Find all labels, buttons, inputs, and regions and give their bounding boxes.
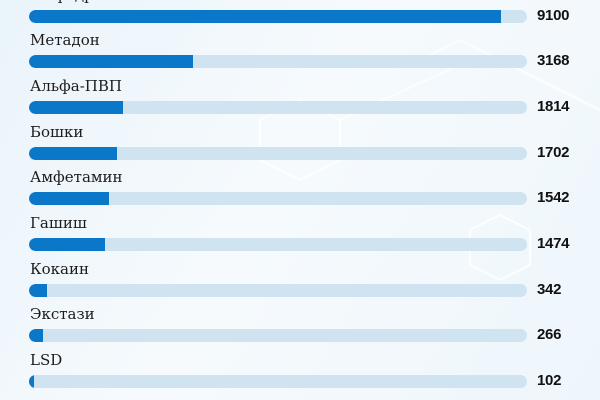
bar-row: Мефедрон 9100 <box>0 0 600 32</box>
category-label: Мефедрон <box>30 0 113 4</box>
bar-row: Кокаин 342 <box>0 260 600 306</box>
bar-track <box>29 329 527 342</box>
bar-row: Амфетамин 1542 <box>0 168 600 214</box>
bar-row: Гашиш 1474 <box>0 214 600 260</box>
bar-row: Бошки 1702 <box>0 123 600 169</box>
bar-fill <box>29 55 194 68</box>
category-label: LSD <box>30 351 63 369</box>
value-label: 1814 <box>537 98 570 115</box>
bar-fill <box>29 192 109 205</box>
value-label: 102 <box>537 372 562 389</box>
bar-fill <box>29 375 35 388</box>
bar-row: LSD 102 <box>0 351 600 397</box>
value-label: 1702 <box>537 144 570 161</box>
category-label: Кокаин <box>30 260 89 278</box>
category-label: Экстази <box>30 305 95 323</box>
bar-track <box>29 284 527 297</box>
value-label: 9100 <box>537 7 570 24</box>
category-label: Метадон <box>30 31 100 49</box>
category-label: Бошки <box>30 123 84 141</box>
bar-fill <box>29 284 47 297</box>
bar-fill <box>29 147 118 160</box>
value-label: 266 <box>537 326 562 343</box>
bar-track <box>29 192 527 205</box>
bar-track <box>29 10 527 23</box>
bar-fill <box>29 101 124 114</box>
bar-track <box>29 238 527 251</box>
bar-fill <box>29 329 43 342</box>
value-label: 342 <box>537 281 562 298</box>
bar-track <box>29 375 527 388</box>
bar-fill <box>29 238 106 251</box>
bar-row: Альфа-ПВП 1814 <box>0 77 600 123</box>
category-label: Альфа-ПВП <box>30 77 122 95</box>
value-label: 1474 <box>537 235 570 252</box>
value-label: 3168 <box>537 52 570 69</box>
bar-fill <box>29 10 502 23</box>
category-label: Гашиш <box>30 214 87 232</box>
value-label: 1542 <box>537 189 570 206</box>
bar-track <box>29 101 527 114</box>
category-label: Амфетамин <box>30 168 123 186</box>
bar-row: Экстази 266 <box>0 305 600 351</box>
bar-track <box>29 147 527 160</box>
bar-track <box>29 55 527 68</box>
bar-row: Метадон 3168 <box>0 31 600 77</box>
